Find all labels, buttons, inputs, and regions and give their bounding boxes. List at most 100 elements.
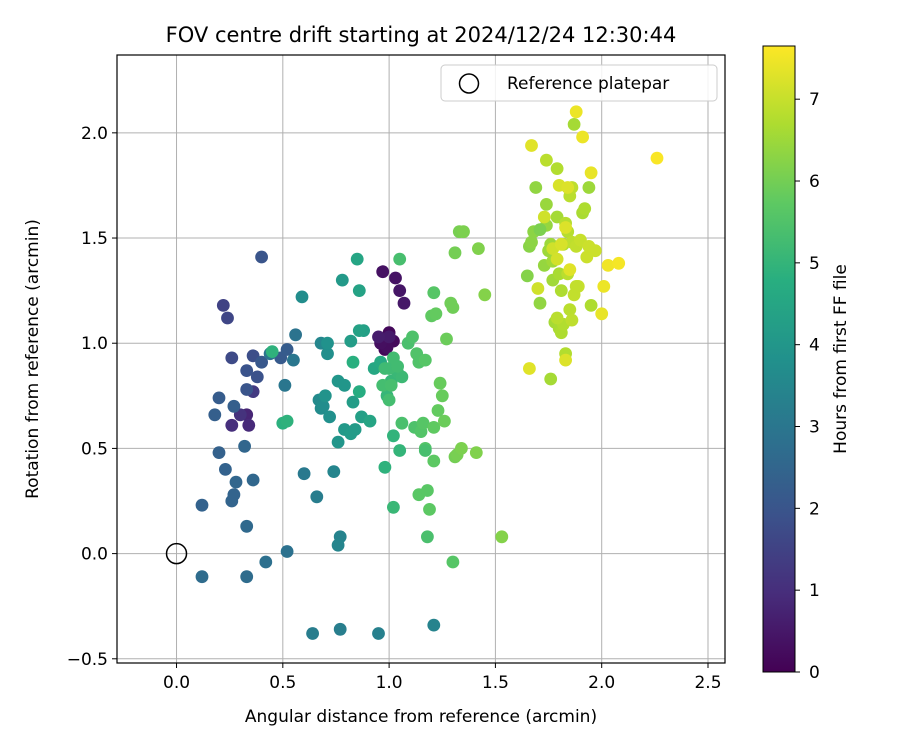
data-point [376, 265, 390, 279]
data-point [435, 389, 449, 403]
data-point [348, 423, 362, 436]
legend: Reference platepar [440, 64, 718, 102]
data-point [416, 416, 430, 430]
data-point [448, 246, 462, 260]
data-point [331, 538, 345, 552]
data-point [331, 435, 345, 449]
data-point [578, 202, 592, 216]
x-tick-label: 0.0 [163, 673, 190, 693]
data-point [393, 444, 407, 457]
data-point [582, 181, 596, 194]
data-point [469, 446, 483, 459]
data-point [229, 475, 243, 489]
data-point [478, 288, 492, 302]
data-point [240, 570, 254, 584]
data-point [323, 410, 336, 424]
data-point [227, 399, 241, 413]
data-point [446, 555, 460, 569]
data-point [427, 618, 441, 632]
data-point [406, 330, 419, 344]
data-point [550, 311, 564, 325]
data-point [318, 389, 332, 403]
data-point [563, 303, 577, 316]
data-point [240, 519, 254, 533]
x-tick-label: 2.0 [588, 673, 615, 693]
data-point [427, 286, 441, 300]
data-point [431, 404, 445, 417]
y-tick-label: −0.5 [67, 650, 108, 670]
y-tick-label: 1.0 [81, 334, 108, 354]
legend-label: Reference platepar [507, 74, 669, 94]
data-point [212, 391, 226, 405]
data-point [331, 374, 345, 388]
data-point [563, 263, 577, 276]
data-point [333, 622, 347, 636]
data-point [440, 332, 453, 346]
data-point [595, 307, 609, 321]
data-point [472, 242, 485, 256]
data-point [457, 225, 470, 239]
data-point [238, 439, 252, 453]
data-point [280, 545, 294, 558]
y-tick-label: 0.0 [81, 545, 108, 565]
data-point [540, 153, 553, 167]
data-point [427, 454, 441, 468]
colorbar: 0 1 2 3 4 5 6 7 Hours from first FF file [762, 45, 851, 683]
data-point [387, 429, 400, 443]
x-axis-label: Angular distance from reference (arcmin) [245, 707, 597, 727]
data-point [310, 490, 324, 504]
data-point [612, 256, 626, 270]
y-tick-label: 0.5 [81, 439, 108, 459]
data-point [346, 395, 360, 409]
data-point [433, 376, 447, 390]
data-point [259, 555, 273, 569]
data-point [567, 118, 581, 131]
data-point [216, 299, 230, 312]
data-point [565, 313, 579, 327]
data-point [395, 370, 409, 384]
data-point [350, 252, 364, 266]
data-point [550, 162, 564, 176]
data-point [265, 345, 279, 358]
data-point [423, 503, 436, 516]
x-tick-label: 2.5 [694, 673, 721, 693]
data-point [195, 570, 209, 584]
data-point [559, 353, 572, 367]
colorbar-tick-label: 2 [809, 499, 820, 519]
data-point [550, 252, 564, 266]
data-point [384, 378, 398, 392]
data-point [523, 362, 536, 375]
data-point [393, 252, 407, 266]
reference-marker [165, 542, 188, 565]
data-point [429, 307, 443, 321]
data-point [280, 343, 294, 356]
data-point [438, 414, 451, 428]
y-axis-ticks: −0.5 0.0 0.5 1.0 1.5 2.0 [67, 124, 117, 670]
data-point [395, 416, 409, 430]
data-point [391, 360, 404, 373]
data-point [225, 351, 239, 365]
colorbar-tick-label: 5 [809, 254, 820, 274]
colorbar-tick-label: 7 [809, 90, 820, 110]
data-point [240, 383, 254, 396]
data-point [227, 488, 241, 502]
data-point [378, 460, 392, 474]
data-point [544, 372, 558, 386]
data-point [576, 130, 589, 144]
data-point [569, 105, 583, 119]
x-tick-label: 0.5 [269, 673, 296, 693]
data-point [421, 484, 434, 497]
data-point [418, 444, 432, 457]
data-point [278, 378, 292, 392]
colorbar-ticks: 0 1 2 3 4 5 6 7 [795, 90, 820, 683]
data-point [352, 324, 366, 337]
data-point [601, 259, 615, 272]
data-point [321, 336, 334, 350]
data-point [520, 269, 534, 283]
data-point [372, 330, 385, 344]
data-point [352, 284, 366, 297]
data-point [537, 210, 551, 224]
data-point [554, 284, 568, 297]
